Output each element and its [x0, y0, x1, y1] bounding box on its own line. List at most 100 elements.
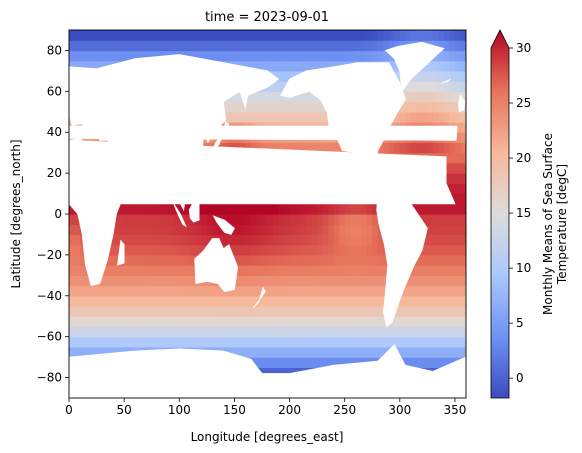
heatmap-cell [289, 254, 296, 266]
heatmap-cell [421, 265, 428, 276]
heatmap-cell [427, 203, 434, 215]
heatmap-cell [85, 50, 92, 62]
heatmap-cell [124, 326, 131, 338]
heatmap-cell [322, 306, 329, 317]
heatmap-cell [432, 111, 440, 123]
heatmap-cell [245, 101, 252, 113]
heatmap-cell [350, 50, 357, 62]
heatmap-cell [267, 346, 274, 358]
heatmap-cell [300, 101, 307, 113]
heatmap-cell [383, 142, 390, 154]
heatmap-cell [190, 234, 197, 246]
heatmap-cell [328, 357, 335, 368]
heatmap-cell [449, 60, 456, 72]
heatmap-cell [212, 203, 219, 215]
heatmap-cell [80, 346, 87, 358]
heatmap-cell [157, 203, 164, 215]
heatmap-cell [69, 295, 76, 307]
heatmap-cell [399, 111, 406, 123]
heatmap-cell [333, 336, 340, 348]
heatmap-cell [454, 336, 462, 348]
y-tick-label: 20 [47, 166, 62, 180]
heatmap-cell [267, 244, 274, 256]
heatmap-cell [223, 40, 230, 52]
heatmap-cell [383, 254, 390, 266]
heatmap-cell [85, 336, 92, 348]
heatmap-cell [284, 306, 291, 317]
heatmap-cell [140, 316, 147, 328]
heatmap-cell [300, 40, 307, 52]
heatmap-cell [306, 111, 313, 123]
heatmap-cell [443, 81, 451, 92]
heatmap-cell [339, 30, 346, 41]
heatmap-cell [256, 306, 263, 317]
heatmap-cell [184, 30, 191, 41]
heatmap-cell [239, 254, 247, 266]
heatmap-cell [267, 60, 274, 72]
heatmap-cell [350, 30, 357, 41]
heatmap-cell [69, 30, 76, 41]
heatmap-cell [322, 316, 329, 328]
heatmap-cell [295, 265, 302, 276]
heatmap-cell [432, 81, 440, 92]
heatmap-cell [267, 306, 274, 317]
heatmap-cell [427, 306, 434, 317]
heatmap-cell [250, 254, 258, 266]
heatmap-cell [421, 254, 428, 266]
heatmap-cell [454, 214, 462, 225]
heatmap-cell [135, 295, 142, 307]
heatmap-cell [201, 306, 208, 317]
heatmap-cell [366, 336, 373, 348]
heatmap-cell [366, 50, 373, 62]
heatmap-cell [267, 265, 274, 276]
heatmap-cell [443, 326, 451, 338]
heatmap-cell [289, 30, 296, 41]
heatmap-cell [350, 40, 357, 52]
heatmap-cell [366, 275, 373, 287]
heatmap-cell [328, 214, 335, 225]
heatmap-cell [267, 336, 274, 348]
heatmap-cell [69, 60, 76, 72]
heatmap-cell [449, 336, 456, 348]
heatmap-cell [234, 346, 241, 358]
heatmap-cell [157, 244, 164, 256]
heatmap-cell [212, 285, 219, 297]
heatmap-cell [140, 203, 147, 215]
heatmap-cell [146, 295, 153, 307]
heatmap-cell [454, 346, 462, 358]
heatmap-cell [427, 244, 434, 256]
heatmap-cell [311, 50, 318, 62]
heatmap-cell [311, 30, 318, 41]
heatmap-cell [372, 224, 379, 236]
heatmap-cell [295, 30, 302, 41]
heatmap-cell [405, 336, 412, 348]
heatmap-cell [454, 101, 462, 113]
heatmap-cell [102, 285, 109, 297]
heatmap-cell [344, 203, 351, 215]
heatmap-cell [168, 265, 175, 276]
heatmap-cell [388, 60, 395, 72]
heatmap-cell [361, 214, 368, 225]
heatmap-cell [322, 285, 329, 297]
heatmap-cell [410, 346, 417, 358]
heatmap-cell [212, 306, 219, 317]
heatmap-cell [328, 306, 335, 317]
heatmap-cell [443, 173, 451, 184]
heatmap-cell [217, 203, 224, 215]
heatmap-cell [295, 142, 302, 154]
heatmap-cell [140, 214, 147, 225]
heatmap-cell [217, 30, 224, 41]
heatmap-cell [377, 336, 384, 348]
heatmap-cell [157, 265, 164, 276]
heatmap-cell [157, 254, 164, 266]
colorbar-tick-label: 30 [516, 41, 531, 55]
heatmap-cell [295, 101, 302, 113]
heatmap-cell [228, 111, 236, 123]
heatmap-cell [421, 30, 428, 41]
heatmap-cell [416, 254, 423, 266]
heatmap-cell [69, 224, 76, 236]
heatmap-cell [416, 336, 423, 348]
heatmap-cell [350, 275, 357, 287]
heatmap-cell [239, 326, 247, 338]
heatmap-cell [443, 111, 451, 123]
